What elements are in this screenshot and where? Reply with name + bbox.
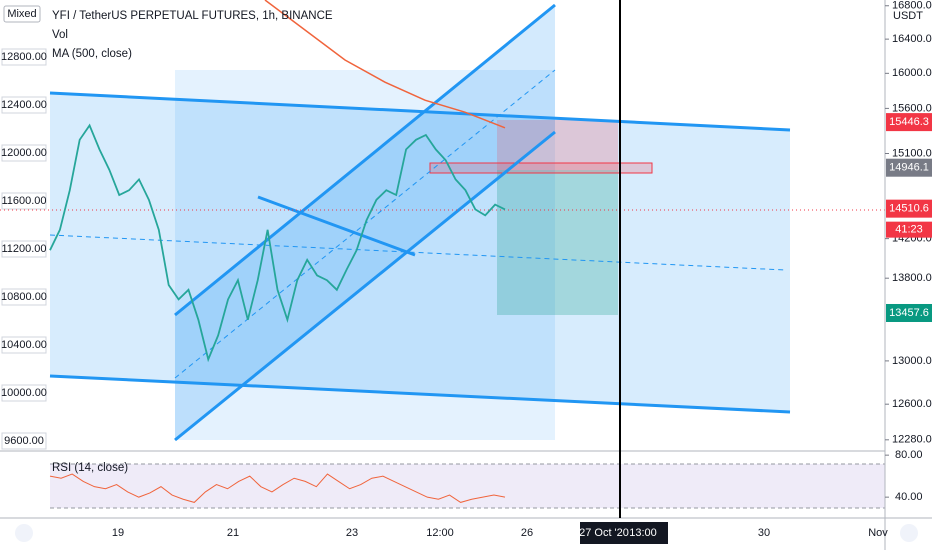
y2-tick-label: 15600.0 bbox=[892, 102, 932, 114]
y-tick-box bbox=[1, 240, 47, 258]
target-zone bbox=[497, 170, 618, 315]
x-tick-label: 30 bbox=[758, 527, 770, 539]
price-marker-label: 14510.6 bbox=[889, 203, 929, 215]
price-line bbox=[49, 123, 506, 363]
price-marker-label: 15446.3 bbox=[889, 116, 929, 128]
y-tick-box bbox=[1, 192, 47, 210]
y-tick-label: 11600.00 bbox=[1, 195, 46, 207]
x-tick-label: 27 Oct '20 bbox=[579, 527, 629, 539]
y2-tick-label: 16800.0 bbox=[892, 0, 932, 12]
y2-tick-label: 16400.0 bbox=[892, 33, 932, 45]
legend-title: YFI / TetherUS PERPETUAL FUTURES, 1h, BI… bbox=[52, 10, 333, 22]
legend-rsi: RSI (14, close) bbox=[52, 462, 128, 474]
y-tick-box bbox=[1, 288, 47, 306]
price-marker bbox=[886, 303, 932, 322]
legend-ma: MA (500, close) bbox=[52, 48, 132, 60]
price-marker-label: 14946.1 bbox=[889, 162, 929, 174]
currency: USDT bbox=[893, 10, 923, 22]
y-tick-label: 11200.00 bbox=[1, 243, 46, 255]
y-tick-label: 12400.00 bbox=[1, 99, 47, 111]
trend-line bbox=[49, 374, 791, 414]
rsi-band bbox=[50, 464, 885, 508]
y2-tick-label: 12600.0 bbox=[892, 398, 932, 410]
y-tick-label: 10400.00 bbox=[1, 339, 47, 351]
cursor-date-box bbox=[580, 522, 668, 544]
y-tick-box bbox=[1, 384, 47, 402]
trend-line bbox=[174, 130, 556, 442]
scale-button[interactable] bbox=[3, 5, 41, 23]
x-tick-label: 13:00 bbox=[629, 527, 657, 539]
y-tick-box bbox=[1, 96, 47, 114]
trend-line bbox=[49, 91, 791, 132]
y-tick-box bbox=[1, 48, 47, 66]
price-marker bbox=[886, 158, 932, 177]
scale-mode[interactable]: Mixed bbox=[7, 8, 36, 20]
trend-line bbox=[257, 195, 416, 257]
trend-line bbox=[174, 3, 556, 317]
x-tick-label: 21 bbox=[227, 527, 239, 539]
x-tick-label: Nov bbox=[868, 527, 888, 539]
auto-button[interactable] bbox=[900, 524, 918, 542]
countdown-box bbox=[886, 221, 932, 238]
price-marker bbox=[886, 113, 932, 132]
y-tick-label: 10800.00 bbox=[1, 291, 47, 303]
legend-volume: Vol bbox=[52, 29, 68, 41]
y-tick-label: 12800.00 bbox=[1, 51, 47, 63]
y2-tick-label: 12280.0 bbox=[892, 434, 932, 446]
mid-line bbox=[49, 234, 786, 271]
y2-tick-label: 16000.0 bbox=[892, 67, 932, 79]
rsi-line bbox=[49, 473, 506, 503]
x-tick-label: 12:00 bbox=[426, 527, 454, 539]
x-tick-label: 23 bbox=[346, 527, 358, 539]
channel-box bbox=[175, 70, 555, 440]
y2-tick-label: 15100.0 bbox=[892, 147, 932, 159]
zoom-button[interactable] bbox=[15, 524, 33, 542]
zone-box bbox=[429, 162, 653, 174]
ma-line bbox=[264, 0, 506, 129]
rsi-tick-label: 80.00 bbox=[895, 449, 923, 461]
y-tick-label: 12000.00 bbox=[1, 147, 47, 159]
y-tick-label: 10000.00 bbox=[1, 387, 47, 399]
y-tick-box bbox=[1, 432, 47, 450]
price-marker bbox=[886, 199, 932, 218]
y-tick-label: 9600.00 bbox=[4, 435, 44, 447]
y2-tick-label: 13000.0 bbox=[892, 355, 932, 367]
y-tick-box bbox=[1, 336, 47, 354]
countdown: 41:23 bbox=[895, 224, 923, 236]
y2-tick-label: 13800.0 bbox=[892, 272, 932, 284]
x-tick-label: 19 bbox=[112, 527, 124, 539]
x-tick-label: 26 bbox=[521, 527, 533, 539]
price-marker-label: 13457.6 bbox=[889, 307, 929, 319]
rsi-tick-label: 40.00 bbox=[895, 491, 923, 503]
y-tick-box bbox=[1, 144, 47, 162]
